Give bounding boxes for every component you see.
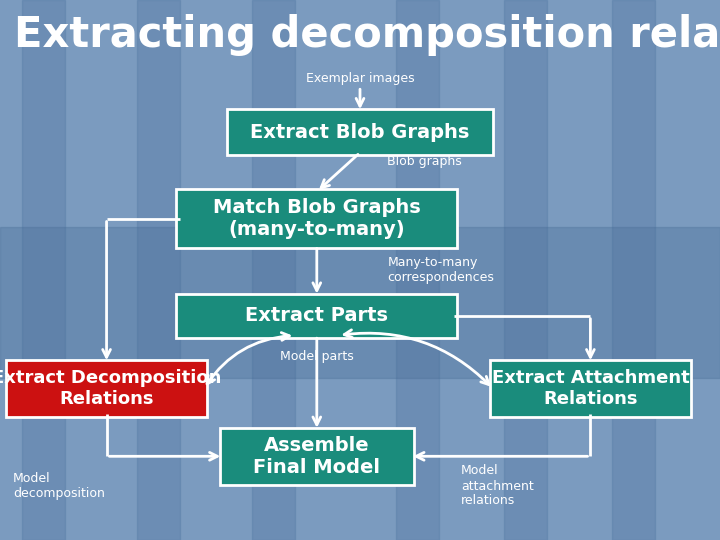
Text: Extracting decomposition relations: Extracting decomposition relations [14, 14, 720, 56]
FancyBboxPatch shape [227, 109, 493, 156]
Bar [396, 0, 439, 540]
Bar [504, 0, 547, 540]
Text: Model
attachment
relations: Model attachment relations [461, 464, 534, 508]
Text: Extract Attachment
Relations: Extract Attachment Relations [492, 369, 689, 408]
Bar [612, 0, 655, 540]
Bar [22, 0, 65, 540]
Text: Exemplar images: Exemplar images [306, 72, 414, 85]
Text: Assemble
Final Model: Assemble Final Model [253, 436, 380, 477]
Text: Match Blob Graphs
(many-to-many): Match Blob Graphs (many-to-many) [213, 198, 420, 239]
Text: Extract Blob Graphs: Extract Blob Graphs [251, 123, 469, 142]
FancyBboxPatch shape [176, 189, 457, 248]
Text: Model parts: Model parts [280, 350, 354, 363]
FancyBboxPatch shape [490, 361, 691, 417]
Bar [0, 227, 720, 378]
FancyBboxPatch shape [176, 294, 457, 338]
Text: Extract Decomposition
Relations: Extract Decomposition Relations [0, 369, 221, 408]
FancyBboxPatch shape [220, 428, 414, 485]
FancyBboxPatch shape [6, 361, 207, 417]
Text: Many-to-many
correspondences: Many-to-many correspondences [387, 256, 494, 284]
Text: Model
decomposition: Model decomposition [13, 472, 105, 500]
Bar [137, 0, 180, 540]
Bar [252, 0, 295, 540]
Text: Extract Parts: Extract Parts [246, 306, 388, 326]
Text: Blob graphs: Blob graphs [387, 156, 462, 168]
